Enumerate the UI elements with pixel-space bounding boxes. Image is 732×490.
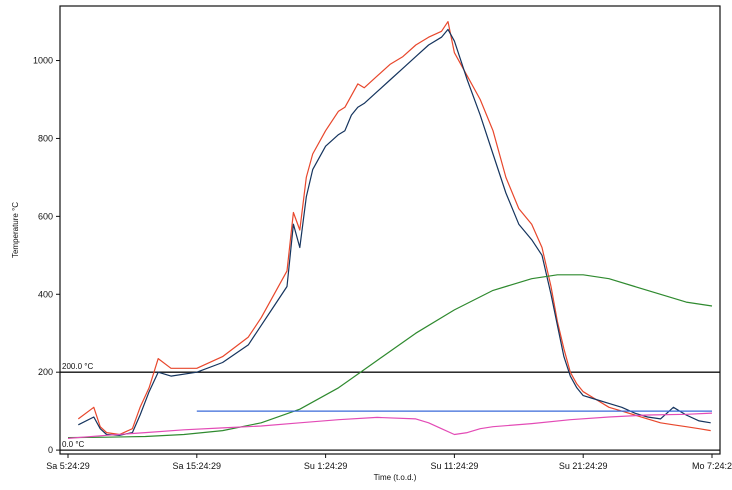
y-tick-label: 600 (38, 211, 53, 221)
x-axis-title: Time (t.o.d.) (374, 473, 417, 482)
series-line-1 (78, 28, 711, 436)
y-tick-label: 1000 (33, 56, 53, 66)
series-line-2 (67, 274, 713, 439)
x-tick-label: Mo 7:24:2 (692, 461, 732, 471)
x-tick-label: Su 21:24:29 (559, 461, 608, 471)
y-tick-label: 200 (38, 367, 53, 377)
reference-line-label: 200.0 °C (62, 362, 93, 371)
x-tick-label: Su 11:24:29 (430, 461, 478, 471)
plot-frame (59, 5, 721, 455)
y-axis-title: Temperature °C (11, 202, 20, 258)
reference-line-label: 0.0 °C (62, 440, 85, 449)
series-line-3 (67, 412, 713, 439)
y-tick-label: 800 (38, 133, 53, 143)
y-tick-label: 0 (48, 445, 53, 455)
x-tick-label: Sa 15:24:29 (173, 461, 222, 471)
series-line-0 (77, 21, 711, 436)
x-tick-label: Sa 5:24:29 (46, 461, 90, 471)
x-tick-label: Su 1:24:29 (304, 461, 348, 471)
y-tick-label: 400 (38, 289, 53, 299)
